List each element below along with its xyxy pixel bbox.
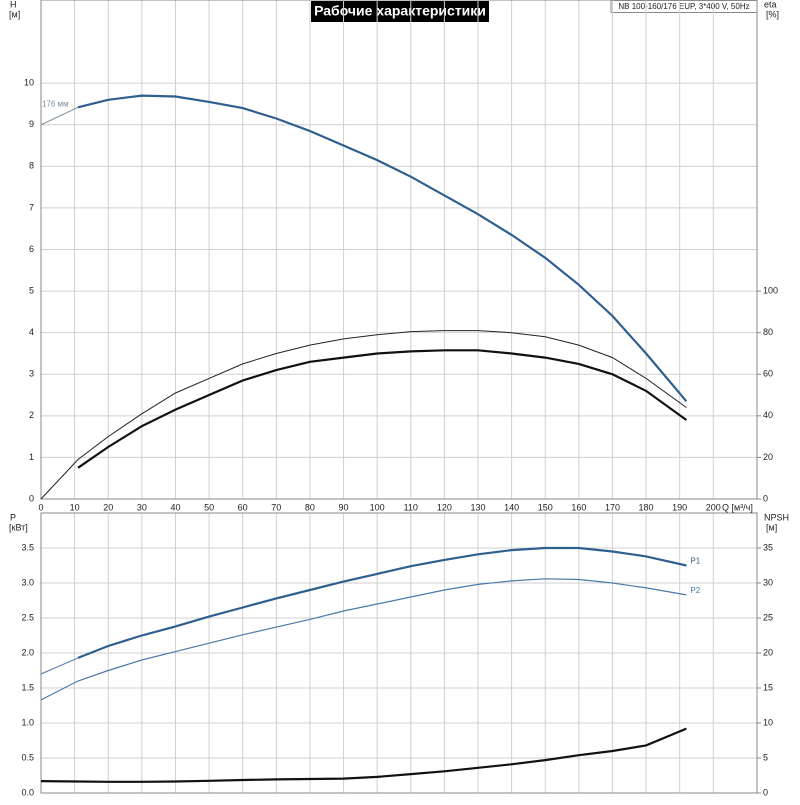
y-tick-label: 3.5 (21, 542, 34, 552)
curve-label: P2 (690, 586, 700, 595)
plot-frame (40, 512, 758, 794)
x-tick-label: 170 (605, 502, 620, 512)
y2-axis-label: NPSH (764, 512, 789, 522)
y2-tick-label: 60 (763, 369, 773, 379)
y-tick-label: 2.0 (21, 647, 34, 657)
curve (40, 106, 79, 126)
y-tick-label: 7 (29, 202, 34, 212)
curve (77, 94, 688, 403)
y2-tick-label: 35 (763, 542, 773, 552)
x-tick-label: 10 (70, 502, 80, 512)
x-tick-label: 80 (305, 502, 315, 512)
y2-tick-label: 25 (763, 612, 773, 622)
y2-tick-label: 100 (763, 285, 778, 295)
y-tick-label: 3.0 (21, 577, 34, 587)
x-tick-label: 140 (504, 502, 519, 512)
y2-tick-label: 15 (763, 682, 773, 692)
x-tick-label: 110 (404, 502, 418, 512)
y-tick-label: 10 (24, 78, 34, 88)
x-tick-label: 130 (470, 502, 485, 512)
y2-axis-unit: [%] (766, 9, 779, 19)
chart-title: Рабочие характеристики (314, 3, 486, 19)
y-axis-label: H (10, 0, 17, 9)
y-axis-unit: [м] (9, 9, 20, 19)
curve (77, 349, 688, 469)
curve (40, 657, 79, 675)
curve (40, 330, 687, 500)
y2-tick-label: 0 (763, 787, 768, 797)
x-tick-label: 190 (672, 502, 687, 512)
y-tick-label: 3 (29, 369, 34, 379)
y-axis-label: P (10, 512, 16, 522)
x-tick-label: 30 (137, 502, 147, 512)
model-label: NB 100-160/176 EUP, 3*400 V, 50Hz (618, 2, 749, 11)
y2-tick-label: 40 (763, 410, 773, 420)
y-tick-label: 9 (29, 119, 34, 129)
x-tick-label: 70 (271, 502, 281, 512)
curve (40, 578, 687, 701)
x-tick-label: 150 (538, 502, 553, 512)
y2-tick-label: 0 (763, 493, 768, 503)
y2-axis-label: eta (764, 0, 777, 9)
x-tick-label: 50 (204, 502, 214, 512)
x-tick-label: 60 (238, 502, 248, 512)
y-tick-label: 0.0 (21, 787, 34, 797)
curve-label: 176 мм (42, 99, 69, 108)
y-tick-label: 6 (29, 244, 34, 254)
y2-tick-label: 20 (763, 647, 773, 657)
curve-label: P1 (690, 557, 700, 566)
x-tick-label: 90 (339, 502, 349, 512)
y-tick-label: 2.5 (21, 612, 34, 622)
y2-tick-label: 30 (763, 577, 773, 587)
y2-tick-label: 80 (763, 327, 773, 337)
y2-tick-label: 20 (763, 452, 773, 462)
y-tick-label: 2 (29, 410, 34, 420)
y-axis-unit: [кВт] (9, 522, 28, 532)
x-tick-label: 120 (437, 502, 452, 512)
x-tick-label: 100 (370, 502, 385, 512)
x-tick-label: 180 (639, 502, 654, 512)
x-tick-label: 40 (170, 502, 180, 512)
y-tick-label: 8 (29, 161, 34, 171)
y-tick-label: 0.5 (21, 752, 34, 762)
y-tick-label: 0 (29, 493, 34, 503)
y2-tick-label: 5 (763, 752, 768, 762)
y-tick-label: 4 (29, 327, 34, 337)
plot-frame (40, 0, 758, 500)
y2-tick-label: 10 (763, 717, 773, 727)
y2-axis-unit: [м] (766, 522, 777, 532)
y-tick-label: 1.0 (21, 717, 34, 727)
x-axis-label: Q [м³/ч] (722, 502, 753, 512)
curve (77, 546, 687, 659)
x-tick-label: 20 (103, 502, 113, 512)
x-tick-label: 160 (571, 502, 586, 512)
y-tick-label: 1.5 (21, 682, 34, 692)
x-tick-label: 200 (706, 502, 721, 512)
y-tick-label: 1 (29, 452, 34, 462)
curve (40, 727, 687, 783)
y-tick-label: 5 (29, 285, 34, 295)
x-tick-label: 0 (38, 502, 43, 512)
